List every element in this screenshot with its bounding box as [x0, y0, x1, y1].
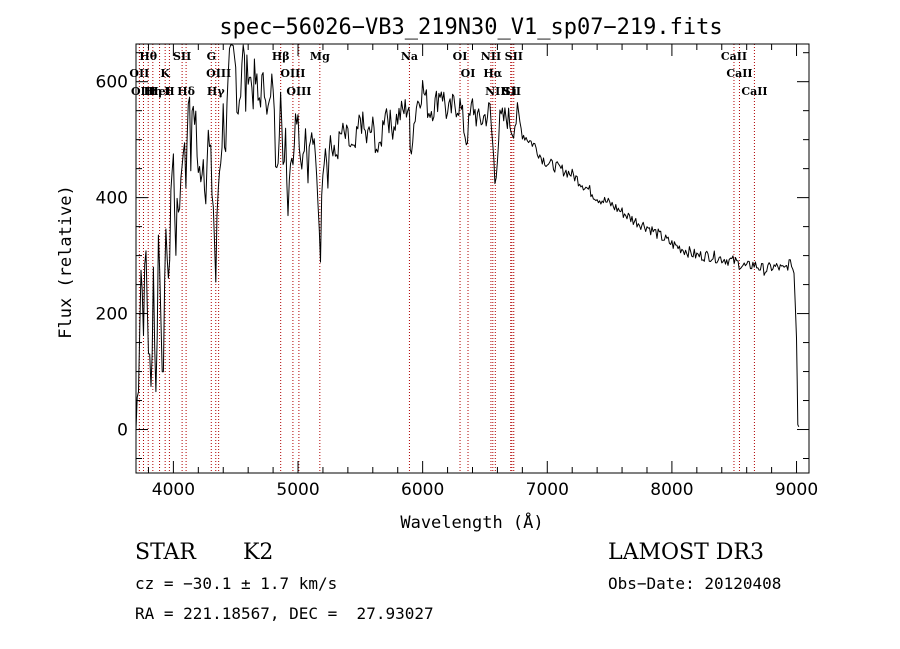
chart-title: spec−56026−VB3_219N30_V1_sp07−219.fits: [219, 15, 722, 40]
redshift-cz: cz = −30.1 ± 1.7 km/s: [135, 574, 338, 593]
spectral-line-label: OIII: [280, 67, 305, 80]
spectral-line-label: CaII: [721, 50, 747, 63]
spectral-line-label: Hδ: [177, 85, 195, 98]
x-tick-label: 4000: [152, 480, 195, 500]
spectral-line-label: CaII: [726, 67, 752, 80]
x-tick-label: 5000: [276, 480, 319, 500]
survey-name: LAMOST DR3: [608, 540, 764, 565]
spectral-line-label: Mg: [310, 50, 330, 63]
x-axis-label: Wavelength (Å): [400, 511, 543, 533]
observation-date: Obs−Date: 20120408: [608, 574, 782, 593]
spectral-line-label: Hη: [144, 85, 162, 98]
spectral-line-label: OIII: [286, 85, 311, 98]
object-subclass: K2: [243, 540, 274, 565]
spectral-line-label: CaII: [741, 85, 767, 98]
y-axis-label: Flux (relative): [56, 185, 76, 339]
spectral-line-label: Li: [505, 85, 517, 98]
x-tick-label: 7000: [526, 480, 569, 500]
spectral-line-label: Hβ: [272, 50, 290, 63]
spectral-line-label: SII: [503, 85, 521, 98]
x-tick-label: 8000: [650, 480, 693, 500]
spectral-line-label: OI: [453, 50, 468, 63]
spectral-line-label: OII: [129, 67, 149, 80]
spectral-line-label: HeI: [148, 85, 171, 98]
spectral-line-label: K: [160, 67, 170, 80]
spectral-line-label: H: [164, 85, 174, 98]
spectral-line-label: NII: [481, 50, 501, 63]
spectral-line-label: Na: [401, 50, 418, 63]
spectral-line-label: SII: [173, 50, 191, 63]
spectral-line-label: Hγ: [207, 85, 225, 98]
spectral-line-label: NII: [485, 85, 505, 98]
axis-ticks: 4000 5000 6000 7000 8000 9000 0 200 400 600: [96, 44, 818, 500]
spectral-line-labels: HθOIIOIIIHηHeIKHSIIHδGOIIIHγHβOIIIOIIIMg…: [129, 50, 767, 98]
object-class: STAR: [135, 540, 196, 565]
y-tick-label: 400: [96, 189, 128, 209]
x-tick-label: 6000: [401, 480, 444, 500]
spectral-line-label: SII: [505, 50, 523, 63]
spectral-line-label: OIII: [206, 67, 231, 80]
spectral-line-label: Hθ: [139, 50, 157, 63]
spectral-lines: [138, 44, 755, 473]
y-tick-label: 200: [96, 305, 128, 325]
spectrum-line: [135, 44, 800, 431]
spectral-line-label: OI: [461, 67, 476, 80]
spectral-line-label: Hα: [483, 67, 502, 80]
spectral-line-label: G: [207, 50, 216, 63]
y-tick-label: 600: [96, 73, 128, 93]
ra-dec: RA = 221.18567, DEC = 27.93027: [135, 604, 434, 623]
y-tick-label: 0: [117, 421, 128, 441]
x-tick-label: 9000: [775, 480, 818, 500]
spectral-line-label: OIII: [131, 85, 156, 98]
